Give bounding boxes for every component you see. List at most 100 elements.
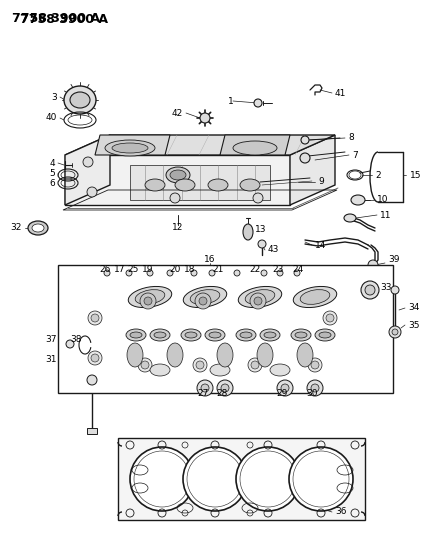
Text: 9: 9 [318,177,324,187]
Circle shape [248,358,262,372]
Text: 17: 17 [114,265,126,274]
Circle shape [361,281,379,299]
Ellipse shape [190,289,220,304]
Polygon shape [75,285,120,375]
Ellipse shape [315,329,335,341]
Ellipse shape [175,179,195,191]
Text: 14: 14 [315,240,326,249]
Text: 6: 6 [49,179,55,188]
Ellipse shape [260,329,280,341]
Circle shape [193,358,207,372]
Text: 41: 41 [335,88,346,98]
Text: 31: 31 [45,356,57,365]
Circle shape [323,311,337,325]
Text: 35: 35 [408,320,420,329]
Text: 23: 23 [272,265,284,274]
Ellipse shape [240,179,260,191]
Text: 21: 21 [212,265,224,274]
Circle shape [217,380,233,396]
Circle shape [251,361,259,369]
Circle shape [183,447,247,511]
Text: 43: 43 [268,246,279,254]
Circle shape [144,297,152,305]
Polygon shape [183,295,223,307]
Ellipse shape [209,332,221,338]
Text: 3: 3 [51,93,57,101]
Ellipse shape [32,224,44,232]
Ellipse shape [344,214,356,222]
Circle shape [307,380,323,396]
Text: 40: 40 [45,114,57,123]
Ellipse shape [105,140,155,156]
Ellipse shape [245,289,275,304]
Circle shape [196,361,204,369]
Ellipse shape [205,329,225,341]
Circle shape [87,375,97,385]
Polygon shape [75,285,385,305]
Circle shape [250,293,266,309]
Ellipse shape [240,332,252,338]
Circle shape [87,187,97,197]
Circle shape [197,380,213,396]
Ellipse shape [183,286,227,308]
Text: 22: 22 [249,265,261,274]
Ellipse shape [210,364,230,376]
Text: 24: 24 [293,265,304,274]
Ellipse shape [135,289,165,304]
Polygon shape [65,155,290,205]
Ellipse shape [217,343,233,367]
Ellipse shape [257,343,273,367]
Polygon shape [130,165,270,200]
Text: 2: 2 [375,171,381,180]
Ellipse shape [185,332,197,338]
Circle shape [147,270,153,276]
Ellipse shape [233,141,277,155]
Circle shape [83,157,93,167]
Circle shape [289,447,353,511]
Text: 26: 26 [99,265,111,274]
Text: 7758 3900 A: 7758 3900 A [20,13,108,26]
Circle shape [258,240,266,248]
Text: 36: 36 [335,507,347,516]
Circle shape [234,270,240,276]
Circle shape [253,193,263,203]
Circle shape [141,361,149,369]
Text: 39: 39 [388,255,399,264]
Circle shape [221,384,229,392]
Text: 4: 4 [49,158,55,167]
Text: 38: 38 [70,335,82,344]
Circle shape [66,340,74,348]
Text: 1: 1 [228,96,234,106]
Text: 28: 28 [216,389,228,398]
Text: 27: 27 [197,389,208,398]
Circle shape [140,293,156,309]
Polygon shape [238,295,278,307]
Circle shape [365,285,375,295]
Text: 37: 37 [45,335,57,344]
Ellipse shape [243,224,253,240]
Ellipse shape [351,195,365,205]
Ellipse shape [70,92,90,108]
Circle shape [200,113,210,123]
Ellipse shape [150,364,170,376]
Ellipse shape [293,286,337,308]
Text: 7: 7 [352,150,358,159]
Circle shape [170,193,180,203]
Polygon shape [75,305,340,375]
Polygon shape [95,135,170,155]
Ellipse shape [181,329,201,341]
Text: 18: 18 [184,265,196,274]
Text: 33: 33 [380,284,392,293]
Ellipse shape [291,329,311,341]
Ellipse shape [126,329,146,341]
Circle shape [236,447,300,511]
Ellipse shape [167,343,183,367]
Ellipse shape [150,329,170,341]
Circle shape [326,314,334,322]
Text: 32: 32 [11,223,22,232]
Ellipse shape [130,332,142,338]
Circle shape [199,297,207,305]
Text: 12: 12 [172,223,184,232]
Text: 5: 5 [49,168,55,177]
Polygon shape [118,438,365,520]
